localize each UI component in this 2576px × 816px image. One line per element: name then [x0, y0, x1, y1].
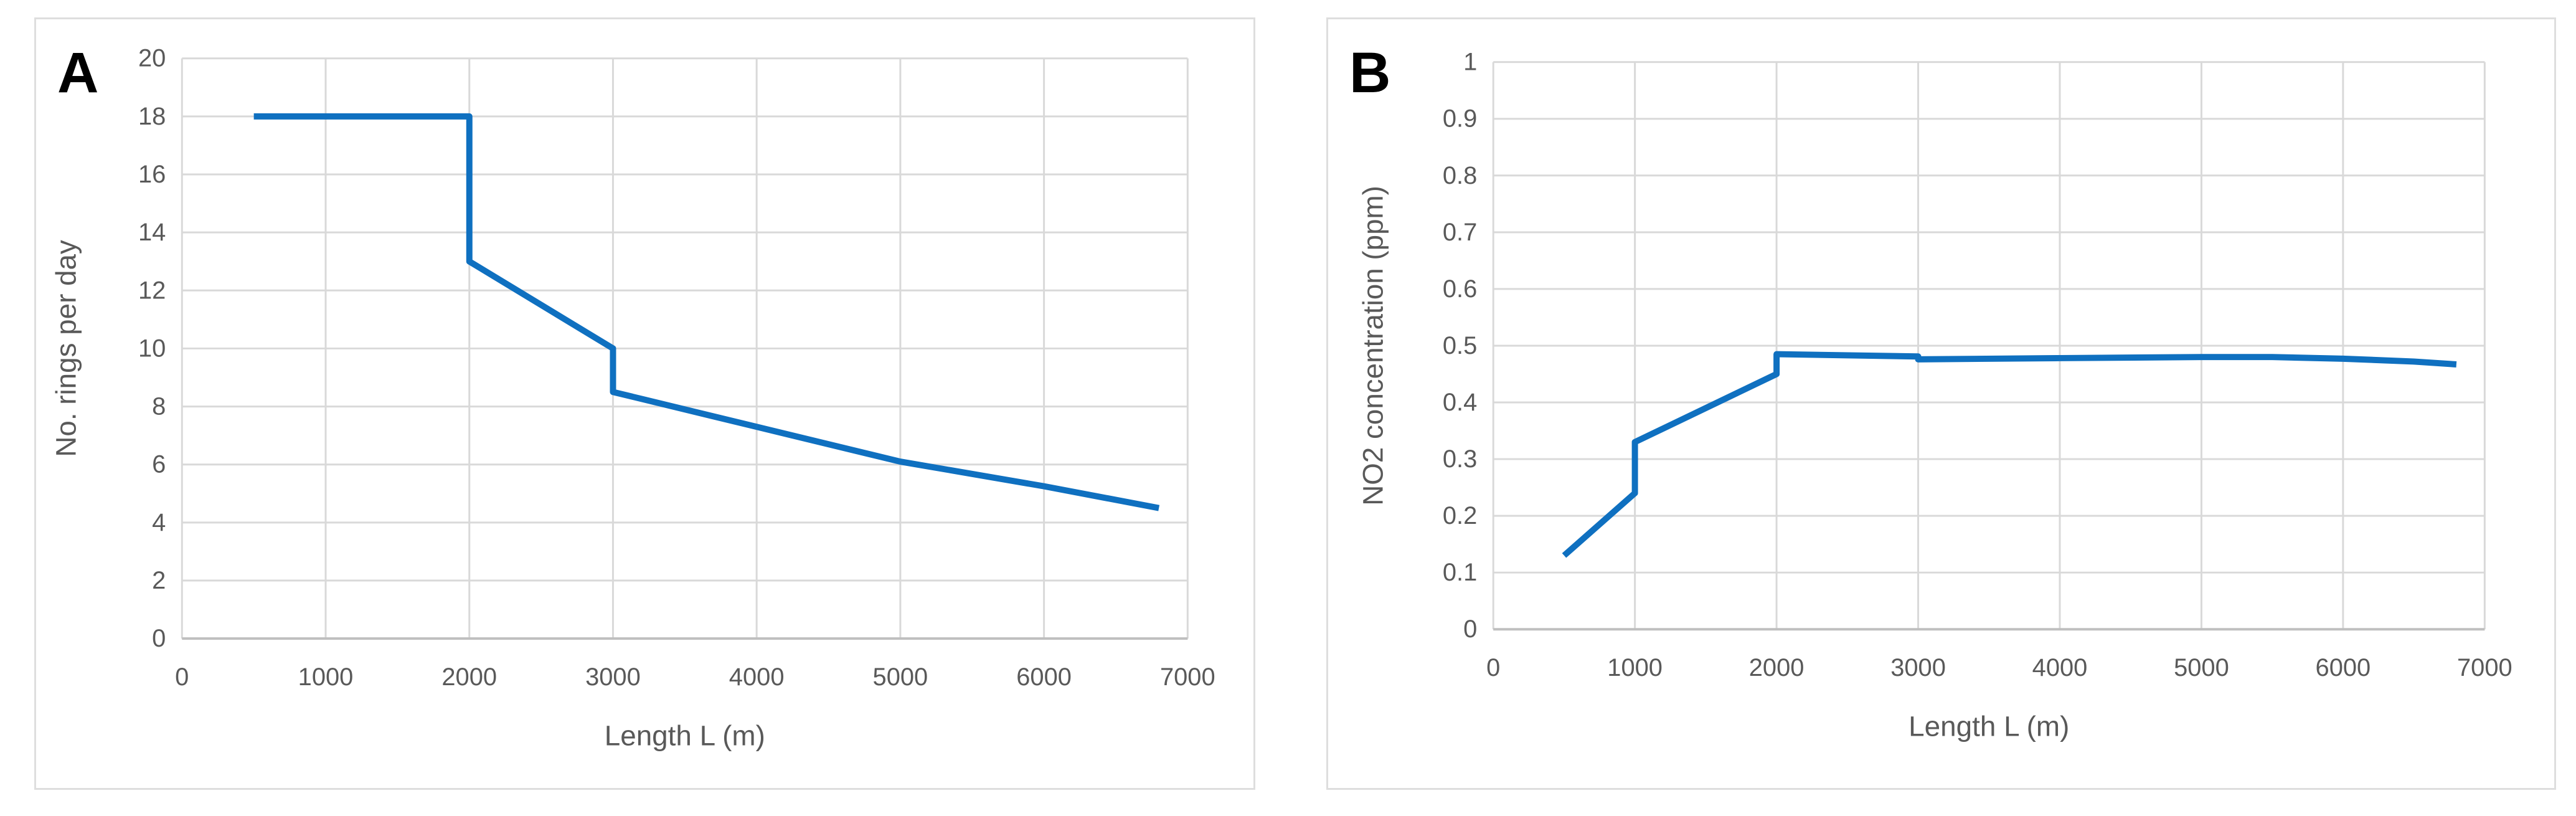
x-tick-label: 1000 — [1607, 654, 1663, 681]
series-line — [1562, 351, 2457, 558]
panel-a-label: A — [57, 41, 99, 105]
y-tick-label: 0 — [1463, 615, 1477, 643]
y-tick-label: 12 — [138, 277, 166, 304]
y-tick-label: 20 — [138, 45, 166, 72]
x-tick-label: 1000 — [298, 663, 354, 691]
x-tick-label: 4000 — [729, 663, 785, 691]
x-tick-label: 2000 — [441, 663, 497, 691]
y-tick-label: 0.8 — [1443, 162, 1477, 189]
y-tick-label: 8 — [152, 393, 166, 420]
y-tick-label: 6 — [152, 451, 166, 478]
x-tick-label: 4000 — [2032, 654, 2088, 681]
y-tick-label: 0 — [152, 625, 166, 652]
y-tick-label: 4 — [152, 509, 166, 536]
panel-b: B 0 1000 2000 3000 4000 5000 6000 7000 0 0.1 0.2 0.… — [1326, 17, 2556, 790]
series-line — [253, 113, 1160, 511]
y-tick-label: 0.3 — [1443, 445, 1477, 473]
x-axis-title: Length L (m) — [605, 719, 765, 751]
x-tick-label: 0 — [175, 663, 189, 691]
x-tick-label: 5000 — [873, 663, 928, 691]
y-tick-label: 0.5 — [1443, 332, 1477, 359]
chart-b-plot: 0 1000 2000 3000 4000 5000 6000 7000 0 0.1 0.2 0.3 0… — [1357, 49, 2512, 742]
x-axis-title: Length L (m) — [1908, 710, 2069, 742]
panel-a: A 0 1000 2000 3000 4000 5000 6000 7000 0 2 4 6 8 10 12… — [34, 17, 1255, 790]
y-axis-title: NO2 concentration (ppm) — [1357, 186, 1389, 506]
y-tick-label: 1 — [1463, 49, 1477, 76]
chart-a-plot: 0 1000 2000 3000 4000 5000 6000 7000 0 2 4 6 8 10 12 14… — [50, 45, 1215, 752]
y-axis-title: No. rings per day — [50, 240, 82, 457]
y-tick-label: 10 — [138, 334, 166, 362]
x-tick-label: 2000 — [1749, 654, 1805, 681]
y-tick-label: 16 — [138, 161, 166, 188]
y-tick-label: 2 — [152, 567, 166, 594]
panel-b-label: B — [1349, 41, 1391, 105]
x-tick-label: 7000 — [2457, 654, 2512, 681]
y-tick-label: 0.4 — [1443, 389, 1477, 416]
y-tick-label: 0.6 — [1443, 275, 1477, 303]
x-tick-label: 3000 — [1890, 654, 1946, 681]
y-tick-label: 0.2 — [1443, 502, 1477, 529]
y-tick-label: 0.7 — [1443, 219, 1477, 246]
y-tick-label: 14 — [138, 219, 166, 246]
x-tick-label: 6000 — [2316, 654, 2371, 681]
y-tick-label: 18 — [138, 103, 166, 130]
x-tick-label: 0 — [1486, 654, 1500, 681]
y-tick-label: 0.1 — [1443, 559, 1477, 586]
x-tick-label: 5000 — [2174, 654, 2229, 681]
x-tick-label: 3000 — [585, 663, 641, 691]
x-tick-label: 7000 — [1160, 663, 1215, 691]
y-tick-label: 0.9 — [1443, 105, 1477, 133]
x-tick-label: 6000 — [1016, 663, 1072, 691]
